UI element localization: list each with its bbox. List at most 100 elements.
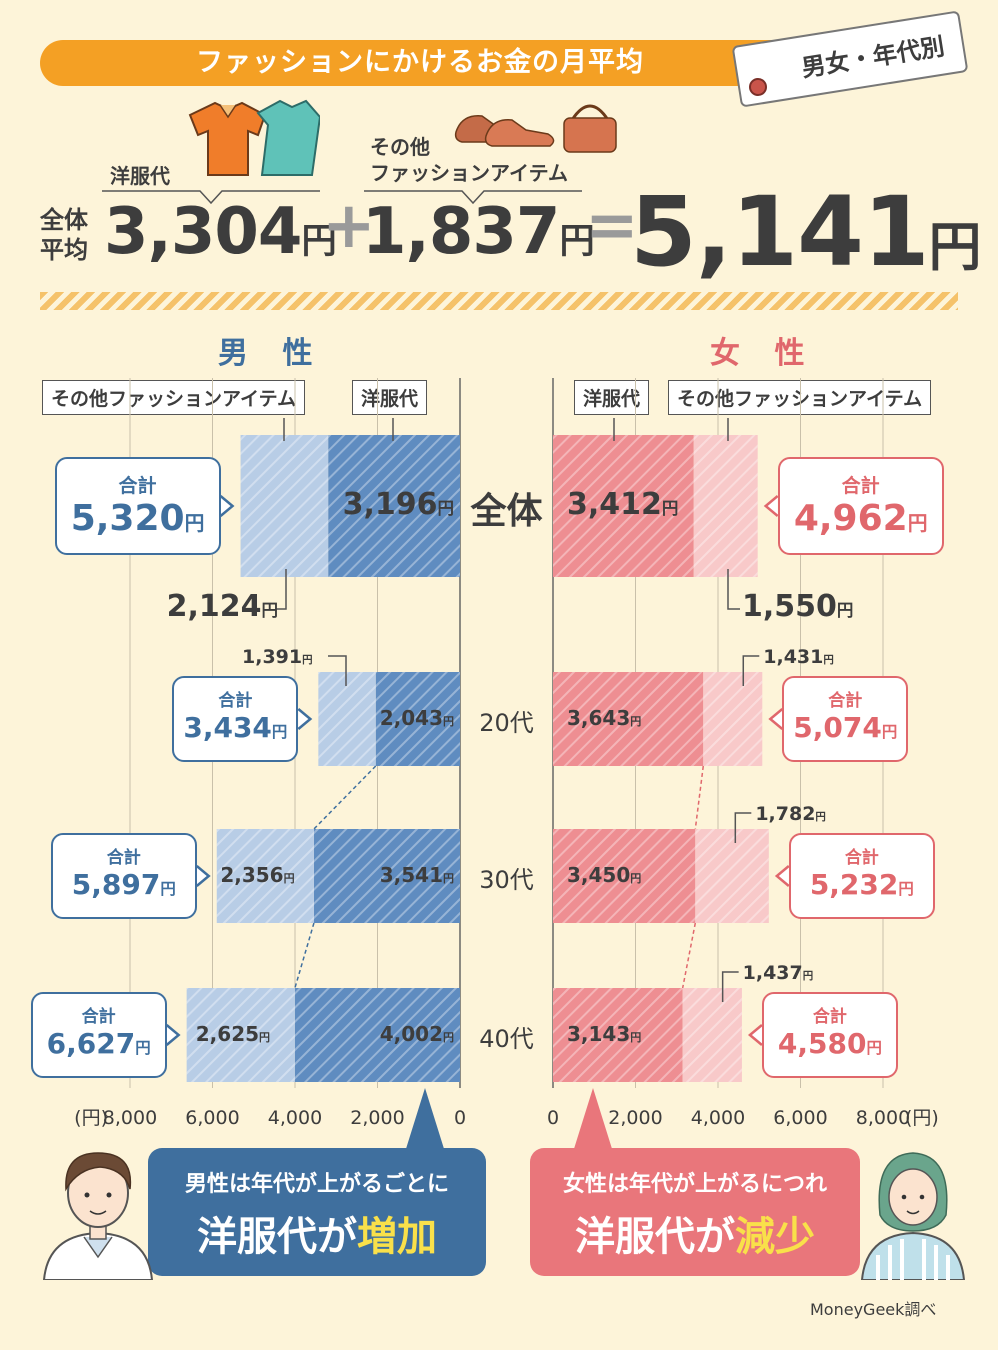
male-total-pointer: [165, 1024, 181, 1046]
male-total-value: 5,320円: [57, 498, 219, 539]
male-clothes-bar-hatch: [328, 435, 460, 577]
male-tick-label: 4,000: [268, 1107, 322, 1129]
female-total-pointer: [747, 1024, 763, 1046]
total-average-value: 5,141: [630, 176, 930, 288]
yen-unit: 円: [661, 498, 679, 518]
yen-unit: 円: [836, 601, 854, 620]
female-clothes-bar-hatch: [553, 988, 683, 1082]
age-label: 40代: [479, 1025, 534, 1053]
female-trend-line: [694, 765, 705, 830]
male-total-box: 合計 3,434円: [172, 676, 299, 762]
female-clothes-value: 3,643円: [567, 706, 641, 730]
male-total-label: 合計: [81, 1007, 116, 1027]
male-message-highlight: 増加: [357, 1214, 437, 1260]
male-clothes-value: 3,196円: [343, 487, 454, 522]
yen-unit: 円: [271, 723, 288, 741]
male-total-value: 3,434円: [174, 711, 296, 744]
source-credit: MoneyGeek調べ: [810, 1300, 937, 1319]
value-number: 2,625: [195, 1022, 260, 1046]
value-number: 2,356: [220, 863, 284, 887]
value-number: 5,320: [70, 498, 185, 539]
yen-unit: 円: [283, 872, 295, 885]
yen-unit: 円: [815, 811, 826, 823]
yen-unit: 円: [559, 221, 594, 262]
female-tick-label: 2,000: [608, 1107, 662, 1129]
plus-sign: +: [322, 189, 376, 263]
female-total-label: 合計: [812, 1007, 847, 1027]
yen-unit: 円: [443, 715, 454, 728]
value-number: 5,074: [793, 711, 882, 744]
other-label-line2: ファッションアイテム: [370, 161, 568, 185]
female-tick-label: 4,000: [691, 1107, 745, 1129]
female-total-label: 合計: [844, 848, 879, 868]
female-other-value: 1,437円: [743, 962, 814, 984]
value-number: 1,782: [755, 803, 816, 825]
female-axis-unit: (円): [905, 1107, 939, 1129]
value-number: 2,124: [166, 589, 262, 624]
male-total-box: 合計 6,627円: [30, 992, 167, 1078]
male-legend-other: その他ファッションアイテム: [42, 380, 306, 415]
average-label-line2: 平均: [40, 236, 88, 264]
female-clothes-bar-hatch: [553, 829, 696, 923]
other-label-line1: その他: [370, 135, 430, 159]
female-tick-label: 0: [547, 1107, 559, 1129]
female-clothes-bar-hatch: [553, 672, 704, 766]
yen-unit: 円: [302, 654, 313, 666]
yen-unit: 円: [301, 221, 336, 262]
female-other-leader: [734, 812, 752, 843]
female-total-value: 4,962円: [780, 498, 942, 539]
male-tick-label: 8,000: [103, 1107, 157, 1129]
other-label: その他 ファッションアイテム: [370, 134, 568, 186]
male-message-line2: 洋服代が増加: [148, 1204, 486, 1262]
man-illustration-icon: [42, 1152, 154, 1280]
female-legend-clothes: 洋服代: [574, 380, 650, 415]
female-clothes-value: 3,143円: [567, 1022, 641, 1046]
yen-unit: 円: [160, 880, 176, 898]
male-trend-line: [313, 765, 377, 830]
female-total-pointer: [763, 495, 779, 517]
average-label-line1: 全体: [40, 206, 88, 234]
yen-unit: 円: [630, 715, 642, 728]
yen-unit: 円: [907, 512, 928, 535]
value-number: 1,391: [242, 646, 303, 668]
clothes-average: 3,304円: [104, 196, 337, 278]
male-total-label: 合計: [118, 475, 157, 497]
female-clothes-value: 3,412円: [567, 487, 678, 522]
female-trend-line: [681, 922, 697, 989]
male-total-value: 5,897円: [53, 868, 195, 901]
female-message-highlight: 減少: [735, 1214, 815, 1260]
female-total-pointer: [774, 865, 790, 887]
yen-unit: 円: [184, 512, 205, 535]
yen-unit: 円: [437, 498, 455, 518]
female-other-bar-hatch: [703, 672, 763, 766]
yen-unit: 円: [443, 1031, 454, 1044]
male-other-value: 2,625円: [196, 1022, 270, 1046]
female-other-bar-hatch: [693, 435, 758, 577]
value-number: 4,002: [379, 1022, 443, 1046]
male-other-bar-hatch: [216, 829, 314, 923]
female-message-line1: 女性は年代が上がるにつれ: [562, 1172, 827, 1197]
male-total-pointer: [219, 495, 235, 517]
male-heading: 男 性: [218, 336, 325, 371]
age-label: 30代: [479, 866, 534, 894]
female-total-value: 5,074円: [784, 711, 906, 744]
value-number: 3,643: [567, 706, 631, 730]
male-other-value: 2,356円: [220, 863, 294, 887]
value-number: 4,580: [777, 1027, 867, 1060]
yen-unit: 円: [898, 880, 914, 898]
male-other-bar-hatch: [318, 672, 376, 766]
value-number: 5,232: [809, 868, 899, 901]
female-message-line2: 洋服代が減少: [530, 1204, 860, 1262]
male-clothes-value: 3,541円: [380, 863, 454, 887]
shirt-icon: [188, 99, 320, 176]
yen-unit: 円: [630, 1031, 642, 1044]
male-total-box: 合計 5,320円: [54, 457, 221, 555]
female-total-box: 合計 5,232円: [788, 833, 935, 919]
male-clothes-bar-hatch: [375, 672, 460, 766]
shoes-bag-icon: [454, 104, 617, 153]
male-other-bar-hatch: [240, 435, 329, 577]
female-other-leader: [721, 971, 739, 1002]
male-other-value: 1,391円: [242, 646, 313, 668]
yen-unit: 円: [823, 654, 834, 666]
female-clothes-bar-hatch: [553, 435, 694, 577]
